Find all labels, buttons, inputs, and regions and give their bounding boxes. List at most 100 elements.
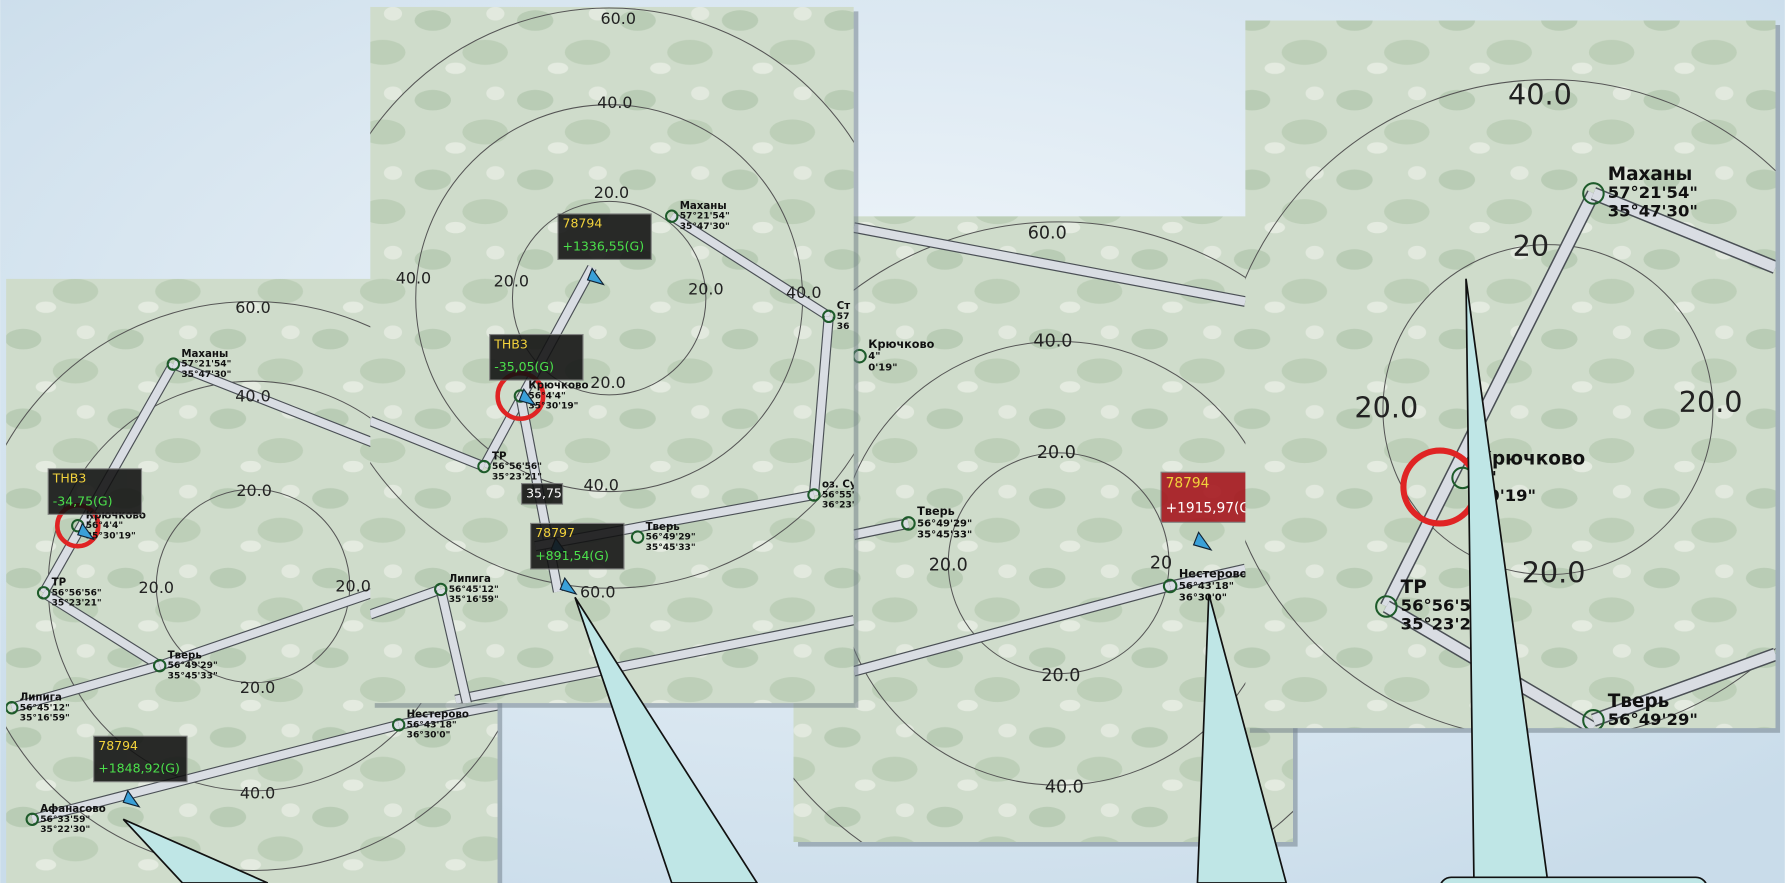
waypoint-coord: 35°30'19" <box>528 402 578 412</box>
waypoint-name: ТР <box>1401 577 1427 598</box>
ring-label: 20.0 <box>594 183 629 202</box>
route <box>370 585 443 619</box>
track-tag <box>489 333 584 381</box>
waypoint <box>36 586 51 600</box>
waypoint-coord: 56°45'12" <box>20 703 70 713</box>
ring-label: 20.0 <box>494 272 529 291</box>
track-tag <box>93 735 188 783</box>
waypoint-coord: 56°43'18" <box>407 720 457 730</box>
waypoint <box>1162 578 1178 594</box>
waypoint-coord: 35°45'33" <box>168 671 218 681</box>
track-tag <box>557 213 652 261</box>
callout <box>1196 593 1288 883</box>
ring-label: 20.0 <box>1679 385 1743 419</box>
waypoint-name: Крючково <box>868 338 934 351</box>
readout: -35,05(G) <box>494 359 554 374</box>
aircraft <box>122 789 141 808</box>
aircraft <box>1192 531 1213 551</box>
route <box>370 417 486 471</box>
waypoint-name: ТР <box>492 450 507 462</box>
route <box>669 212 831 320</box>
waypoint-coord: 35°22'30" <box>40 825 90 835</box>
waypoint-coord: 35°16'59" <box>20 714 70 724</box>
waypoint-coord: 56°56'56" <box>1401 596 1491 615</box>
callsign: 78794 <box>1166 475 1210 491</box>
waypoint-name: Афанасово <box>40 803 106 815</box>
ring-label: 20.0 <box>240 678 275 697</box>
waypoint-coord: 35°23'21" <box>52 599 102 609</box>
callout <box>574 596 759 883</box>
waypoint-name: Тверь <box>1608 691 1670 712</box>
waypoint <box>391 718 406 732</box>
route <box>436 588 471 704</box>
range-ring <box>155 488 351 684</box>
waypoint-name: Тверь <box>646 521 681 533</box>
route <box>1591 188 1776 273</box>
ring-label: 40.0 <box>235 387 270 406</box>
route <box>1169 564 1247 591</box>
ring-label: 20.0 <box>139 578 174 597</box>
range-ring <box>1382 244 1714 576</box>
callsign: 35,75 <box>526 485 562 500</box>
ring-label: 40.0 <box>786 283 821 302</box>
ring-label: 40.0 <box>1045 777 1084 797</box>
waypoint-coord: 35°16'59" <box>449 595 499 605</box>
route <box>397 701 498 729</box>
waypoint-coord: 36°30'0" <box>1179 592 1227 603</box>
ring-label: 40.0 <box>583 475 618 494</box>
route <box>1591 649 1776 726</box>
waypoint-coord: 57°21'54" <box>181 360 231 370</box>
waypoint <box>6 701 19 715</box>
ring-label: 20.0 <box>1037 443 1076 463</box>
aircraft <box>559 576 578 595</box>
callsign: ТНВ3 <box>52 471 87 486</box>
callsign: 78794 <box>563 216 603 231</box>
ring-label: 20.0 <box>929 556 968 576</box>
waypoint-coord: 56°49'29" <box>646 533 696 543</box>
ring-label: 20.0 <box>335 577 370 596</box>
waypoint <box>901 516 916 531</box>
waypoint-name: Тверь <box>917 505 955 518</box>
range-ring <box>6 301 498 871</box>
waypoint-coord: 56°49'29" <box>168 661 218 671</box>
waypoint <box>822 309 836 324</box>
waypoint-coord: 56°55' <box>822 490 855 500</box>
waypoint-coord: 0'19" <box>868 362 897 373</box>
waypoint-coord: 57°21'54" <box>680 212 730 222</box>
route <box>454 616 854 704</box>
waypoint-coord: 4" <box>868 351 880 362</box>
aircraft <box>518 387 537 407</box>
ring-label: 60.0 <box>601 9 636 28</box>
waypoint-name: Нестерово <box>407 709 469 721</box>
waypoint <box>665 209 679 223</box>
aircraft <box>77 522 96 541</box>
ring-label: 20.0 <box>236 481 271 500</box>
readout: +891,54(G) <box>535 548 609 563</box>
waypoint-name: ТР <box>52 577 67 589</box>
route <box>810 316 833 496</box>
waypoint <box>630 530 645 544</box>
waypoint-coord: 35°45'33" <box>917 530 972 541</box>
ring-label: 20 <box>1513 229 1549 263</box>
range-ring <box>370 7 854 589</box>
route <box>852 581 1172 676</box>
waypoint <box>1582 709 1605 729</box>
waypoint-coord: 56°4'4" <box>528 391 565 401</box>
readout: -34,75(G) <box>53 493 113 508</box>
ring-label: 40.0 <box>396 268 431 287</box>
range-ring <box>793 221 1294 843</box>
waypoint-coord: 35°23'21" <box>492 472 542 482</box>
waypoint-coord: 56°56'56" <box>492 462 542 472</box>
waypoint-coord: 36°30'0" <box>407 731 451 741</box>
waypoint <box>1375 595 1398 618</box>
waypoint-coord: 56°33'59" <box>40 815 90 825</box>
waypoint-coord: 35°23'21" <box>1401 614 1491 633</box>
waypoint <box>25 812 39 826</box>
route <box>158 587 378 670</box>
waypoint-name: оз. Су <box>822 479 857 491</box>
range-ring <box>511 200 707 396</box>
route <box>171 360 378 448</box>
waypoint-name: Маханы <box>1608 164 1692 185</box>
ring-label: 60.0 <box>580 582 615 601</box>
